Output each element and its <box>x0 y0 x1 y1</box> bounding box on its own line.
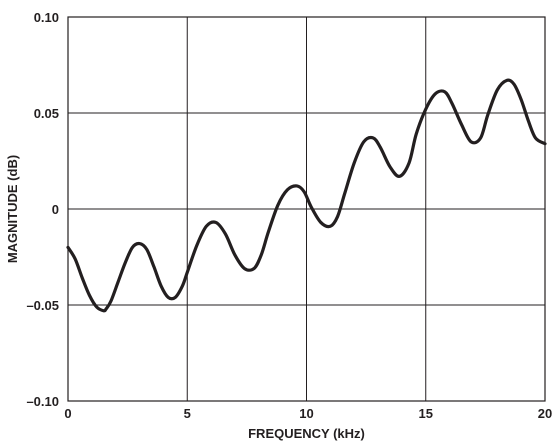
x-tick-label: 20 <box>538 406 552 421</box>
y-tick-label: 0.05 <box>34 106 59 121</box>
x-tick-label: 0 <box>64 406 71 421</box>
y-tick-label: 0.10 <box>34 10 59 25</box>
y-tick-labels: –0.10 –0.05 0 0.05 0.10 <box>26 10 59 409</box>
y-axis-title: MAGNITUDE (dB) <box>5 155 20 263</box>
x-tick-label: 10 <box>299 406 313 421</box>
x-axis-title: FREQUENCY (kHz) <box>248 426 365 441</box>
plot-frame <box>67 16 546 402</box>
x-tick-label: 5 <box>184 406 191 421</box>
grid-lines <box>67 16 546 402</box>
y-tick-label: 0 <box>52 202 59 217</box>
series-line <box>66 78 547 313</box>
y-tick-label: –0.10 <box>26 394 59 409</box>
y-tick-label: –0.05 <box>26 298 59 313</box>
x-tick-labels: 0 5 10 15 20 <box>64 406 552 421</box>
x-tick-label: 15 <box>419 406 433 421</box>
